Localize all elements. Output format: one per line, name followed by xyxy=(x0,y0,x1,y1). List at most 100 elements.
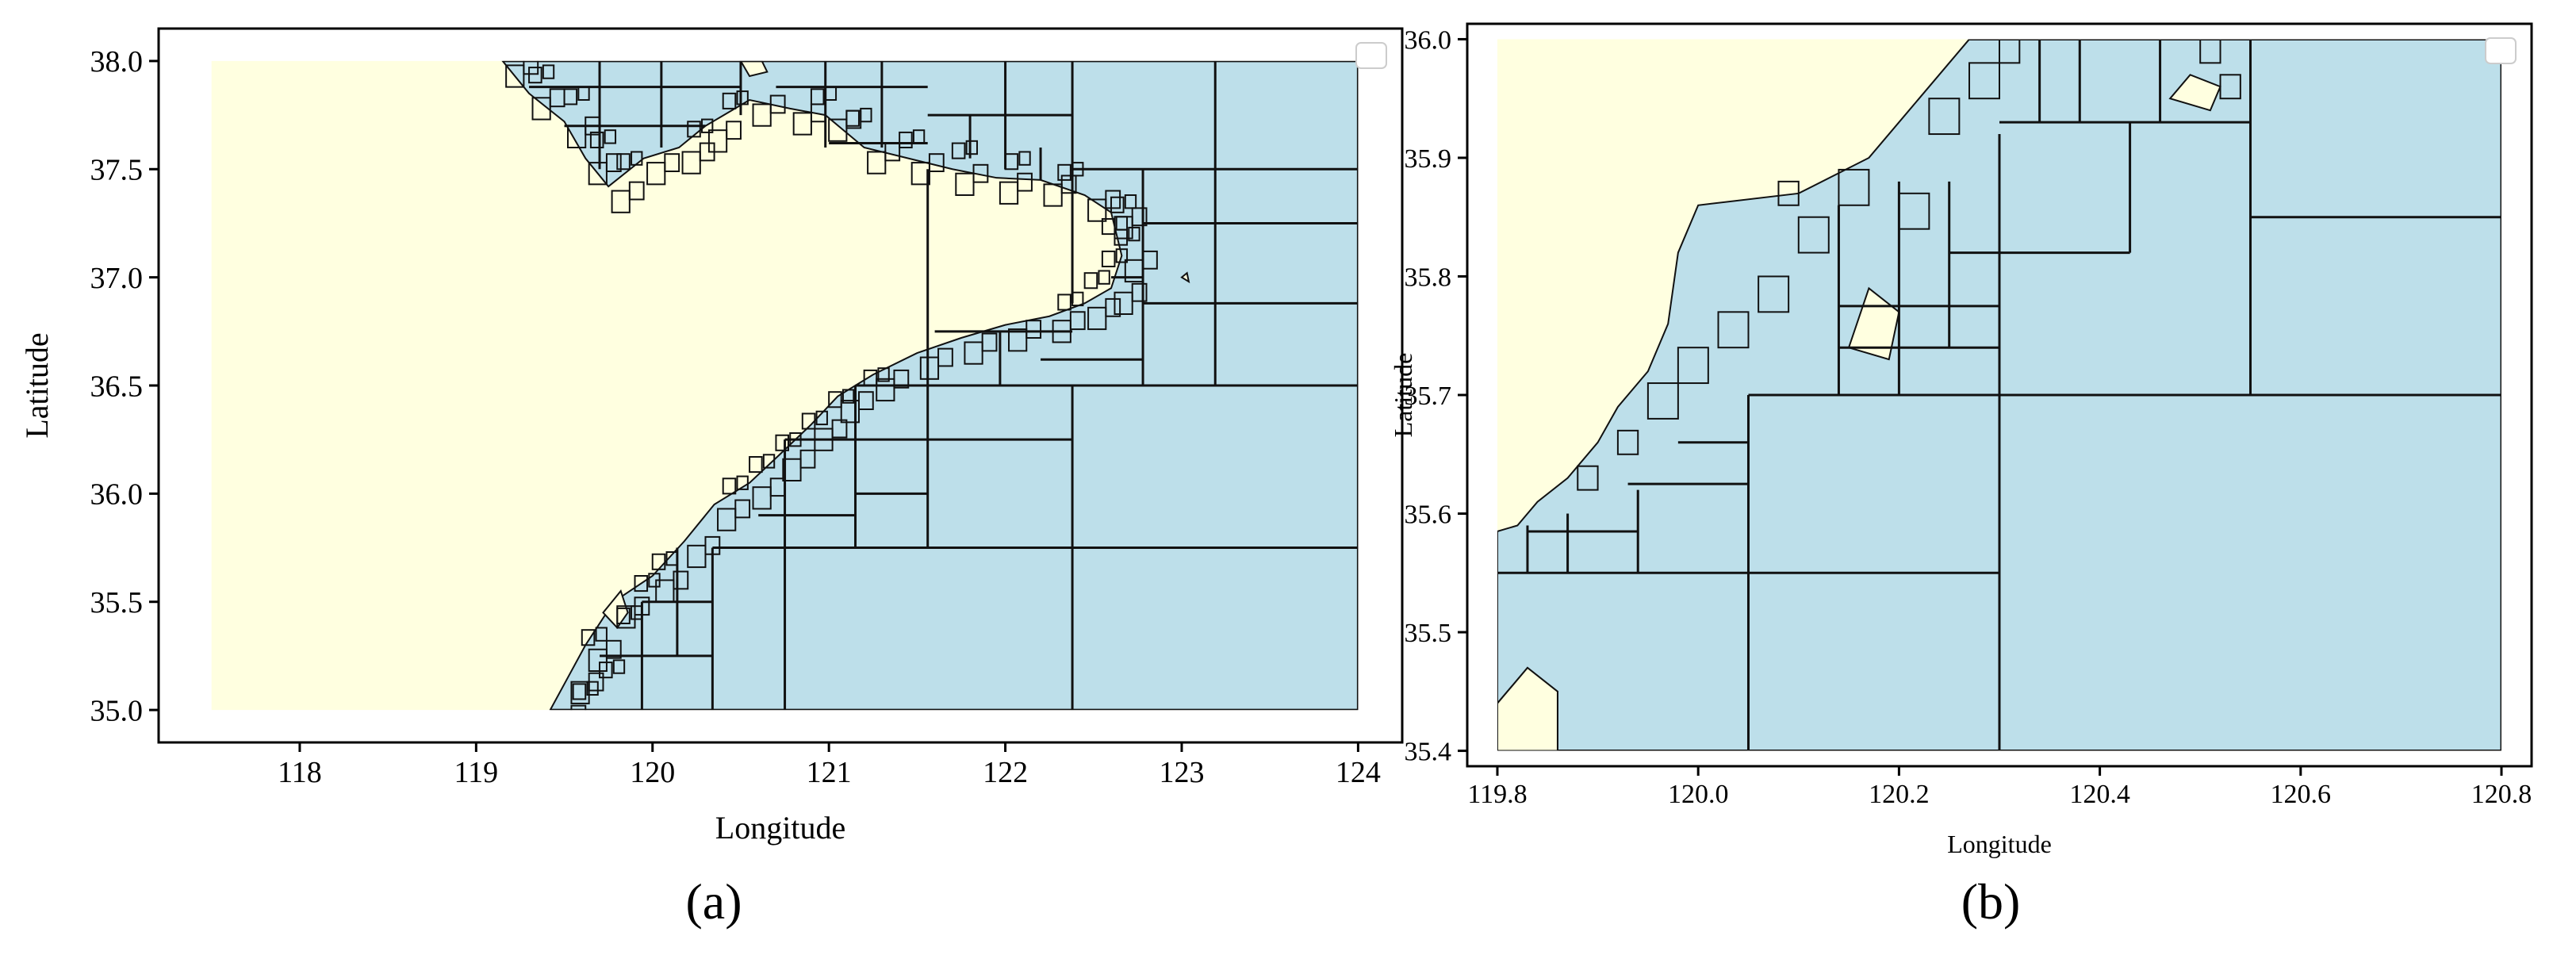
sea-grid xyxy=(501,60,1359,736)
fine-cell xyxy=(1968,62,2000,100)
fine-cell xyxy=(589,131,604,148)
fine-cell xyxy=(937,347,953,367)
fine-cell xyxy=(1087,306,1107,331)
fine-cell xyxy=(815,410,828,426)
grid-border xyxy=(502,60,1359,711)
fine-cell xyxy=(1057,163,1071,181)
fine-cell xyxy=(1114,228,1129,246)
fine-cell xyxy=(722,477,737,495)
fine-cell xyxy=(1043,183,1063,207)
fine-cell xyxy=(782,458,802,482)
fine-cell xyxy=(734,499,751,519)
panel-b-caption: (b) xyxy=(1961,873,2021,930)
fine-cell xyxy=(1838,168,1870,206)
fine-cell xyxy=(631,151,643,166)
fine-cell xyxy=(814,428,834,451)
fine-cell xyxy=(1777,180,1800,206)
fine-cell xyxy=(1114,291,1133,315)
fine-cell xyxy=(867,151,887,175)
y-tick-label: 36.5 xyxy=(90,370,144,403)
fine-cell xyxy=(726,121,742,140)
fine-cell xyxy=(1115,248,1129,263)
y-tick-label: 37.0 xyxy=(90,262,144,295)
fine-cell xyxy=(588,648,608,673)
fine-cell xyxy=(554,715,571,736)
fine-cell xyxy=(570,704,587,711)
fine-cell xyxy=(1101,250,1116,267)
fine-cell xyxy=(824,86,838,101)
fine-cell xyxy=(910,162,930,186)
fine-cell xyxy=(655,579,675,603)
fine-cell xyxy=(605,639,622,659)
fine-cell xyxy=(810,88,825,105)
panel-a-caption: (a) xyxy=(685,873,742,930)
fine-cell xyxy=(981,332,998,352)
fine-cell xyxy=(577,86,590,101)
fine-cell xyxy=(563,88,578,105)
fine-cell xyxy=(801,412,816,430)
fine-cell xyxy=(860,107,872,123)
fine-cell xyxy=(828,118,848,142)
fine-cell xyxy=(877,367,890,382)
fine-cell xyxy=(505,64,525,88)
fine-cell xyxy=(1110,196,1125,213)
fine-cell xyxy=(1142,250,1158,270)
fine-cell xyxy=(1898,192,1930,230)
fine-cell xyxy=(840,400,860,424)
fine-cell xyxy=(1577,465,1599,491)
y-tick-label: 35.4 xyxy=(1405,737,1452,766)
fine-cell xyxy=(528,67,542,84)
fine-cell xyxy=(1017,172,1033,192)
fine-cell xyxy=(769,94,786,114)
fine-cell xyxy=(1004,153,1019,171)
fine-cell xyxy=(664,153,680,173)
fine-cell xyxy=(651,553,666,570)
x-tick-label: 120.6 xyxy=(2271,780,2332,809)
x-tick-label: 119 xyxy=(454,756,499,789)
fine-cell xyxy=(799,449,816,469)
fine-cell xyxy=(899,131,913,148)
fine-cell xyxy=(611,190,631,213)
fine-cell xyxy=(704,535,721,555)
legend-box xyxy=(1355,42,1387,69)
fine-cell xyxy=(1758,275,1790,313)
legend-box xyxy=(2485,37,2517,64)
fine-cell xyxy=(2219,74,2241,100)
x-tick-label: 120.0 xyxy=(1668,780,1729,809)
fine-cell xyxy=(955,172,975,197)
fine-cell xyxy=(588,162,608,186)
fine-cell xyxy=(722,92,737,109)
y-tick-label: 35.9 xyxy=(1405,144,1452,174)
fine-cell xyxy=(628,181,645,201)
fine-cell xyxy=(2199,39,2221,64)
island xyxy=(1497,666,1558,751)
fine-cell xyxy=(893,369,910,389)
fine-cell xyxy=(1999,39,2021,64)
fine-cell xyxy=(542,64,555,79)
y-tick-label: 35.8 xyxy=(1405,263,1452,292)
x-tick-label: 118 xyxy=(278,756,322,789)
island xyxy=(739,60,769,78)
y-tick-label: 35.5 xyxy=(1405,619,1452,648)
fine-cell xyxy=(1018,151,1031,166)
fine-cell xyxy=(648,573,661,588)
fine-cell xyxy=(1928,98,1961,136)
fine-cell xyxy=(531,97,551,121)
fine-cell xyxy=(605,153,622,173)
fine-cell xyxy=(1025,320,1042,339)
fine-cell xyxy=(585,116,601,136)
fine-cell xyxy=(762,454,776,469)
fine-cell xyxy=(831,419,848,439)
fine-cell xyxy=(972,163,989,183)
fine-cell xyxy=(1131,207,1148,227)
fine-cell xyxy=(828,391,842,408)
x-axis-title: Longitude xyxy=(715,810,845,846)
x-tick-label: 120.8 xyxy=(2471,780,2532,809)
x-tick-label: 122 xyxy=(983,756,1028,789)
fine-cell xyxy=(1128,226,1140,242)
panel-a-svg: 118 119 120 121 122 123 124 35.0 35.5 36.0 36.5 37.… xyxy=(19,27,1404,846)
x-tick-label: 123 xyxy=(1159,756,1204,789)
y-tick-label: 36.0 xyxy=(1405,25,1452,55)
fine-cell xyxy=(687,544,707,569)
fine-cell xyxy=(769,477,786,497)
